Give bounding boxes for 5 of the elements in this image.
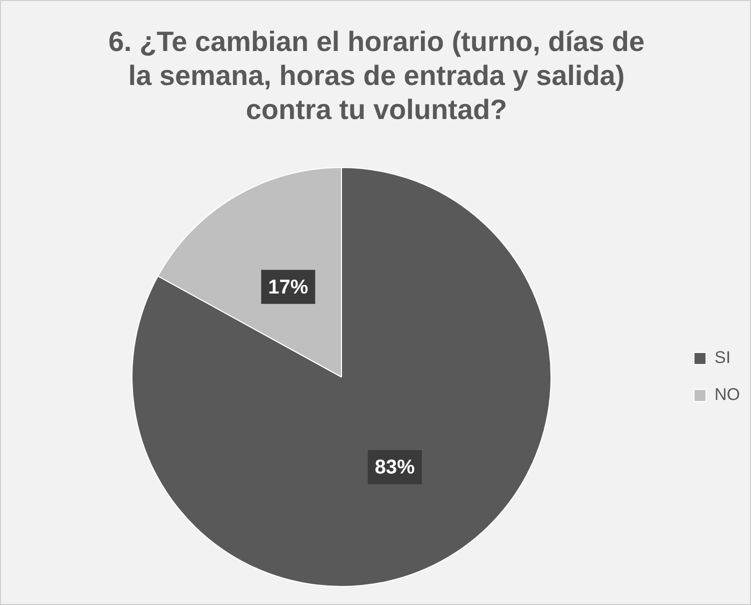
- legend-label: NO: [714, 385, 740, 404]
- legend-label: SI: [714, 348, 731, 368]
- data-label: 83%: [374, 456, 416, 479]
- chart-title: 6. ¿Te cambian el horario (turno, días de la semana, horas de entrada y salida) contra tu voluntad?: [107, 25, 646, 127]
- data-label: 17%: [268, 276, 308, 298]
